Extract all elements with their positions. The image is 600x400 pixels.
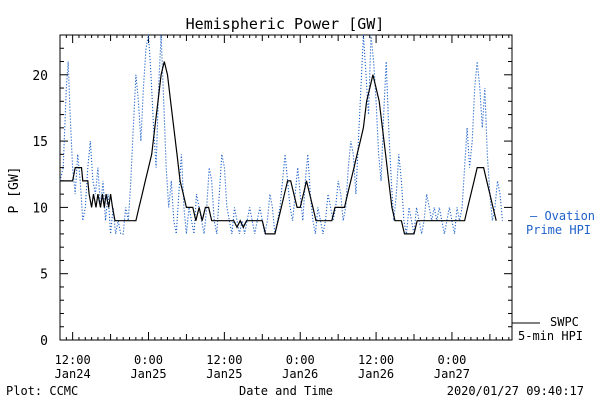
y-axis-label: P [GW] <box>7 167 22 214</box>
x-tick-label-time: 12:00 <box>358 353 394 367</box>
legend-ovation: — Ovation Prime HPI <box>526 209 595 237</box>
x-axis-label: Date and Time <box>239 384 333 398</box>
legend-swpc: SWPC 5-min HPI <box>512 315 583 343</box>
series-layer <box>59 34 504 235</box>
footer-timestamp: 2020/01/27 09:40:17 <box>447 384 584 398</box>
series-swpc-5min-hpi <box>60 61 497 235</box>
legend-swpc-line2: 5-min HPI <box>518 329 583 343</box>
y-axis: 0 5 10 15 20 <box>32 34 512 349</box>
series-ovation-prime-hpi <box>59 34 504 235</box>
legend-ovation-line2: Prime HPI <box>526 223 591 237</box>
y-tick-label: 5 <box>40 268 48 283</box>
y-tick-label: 15 <box>32 135 48 150</box>
y-tick-label: 20 <box>32 69 48 84</box>
chart-title: Hemispheric Power [GW] <box>186 15 385 33</box>
x-tick-label-time: 0:00 <box>437 353 466 367</box>
y-tick-label: 0 <box>40 334 48 349</box>
x-tick-label-date: Jan27 <box>434 367 470 381</box>
x-tick-label-date: Jan24 <box>55 367 91 381</box>
x-axis: 12:00Jan240:00Jan2512:00Jan250:00Jan2612… <box>55 35 510 381</box>
x-tick-label-date: Jan26 <box>358 367 394 381</box>
legend-ovation-line1: — Ovation <box>530 209 595 223</box>
footer-plot-credit: Plot: CCMC <box>6 384 78 398</box>
y-tick-label: 10 <box>32 201 48 216</box>
x-tick-label-time: 12:00 <box>206 353 242 367</box>
x-tick-label-time: 0:00 <box>134 353 163 367</box>
x-tick-label-time: 12:00 <box>55 353 91 367</box>
x-tick-label-date: Jan25 <box>130 367 166 381</box>
x-tick-label-date: Jan25 <box>206 367 242 381</box>
x-tick-label-time: 0:00 <box>286 353 315 367</box>
x-tick-label-date: Jan26 <box>282 367 318 381</box>
plot-frame <box>59 34 513 341</box>
legend-swpc-line1: SWPC <box>550 315 579 329</box>
